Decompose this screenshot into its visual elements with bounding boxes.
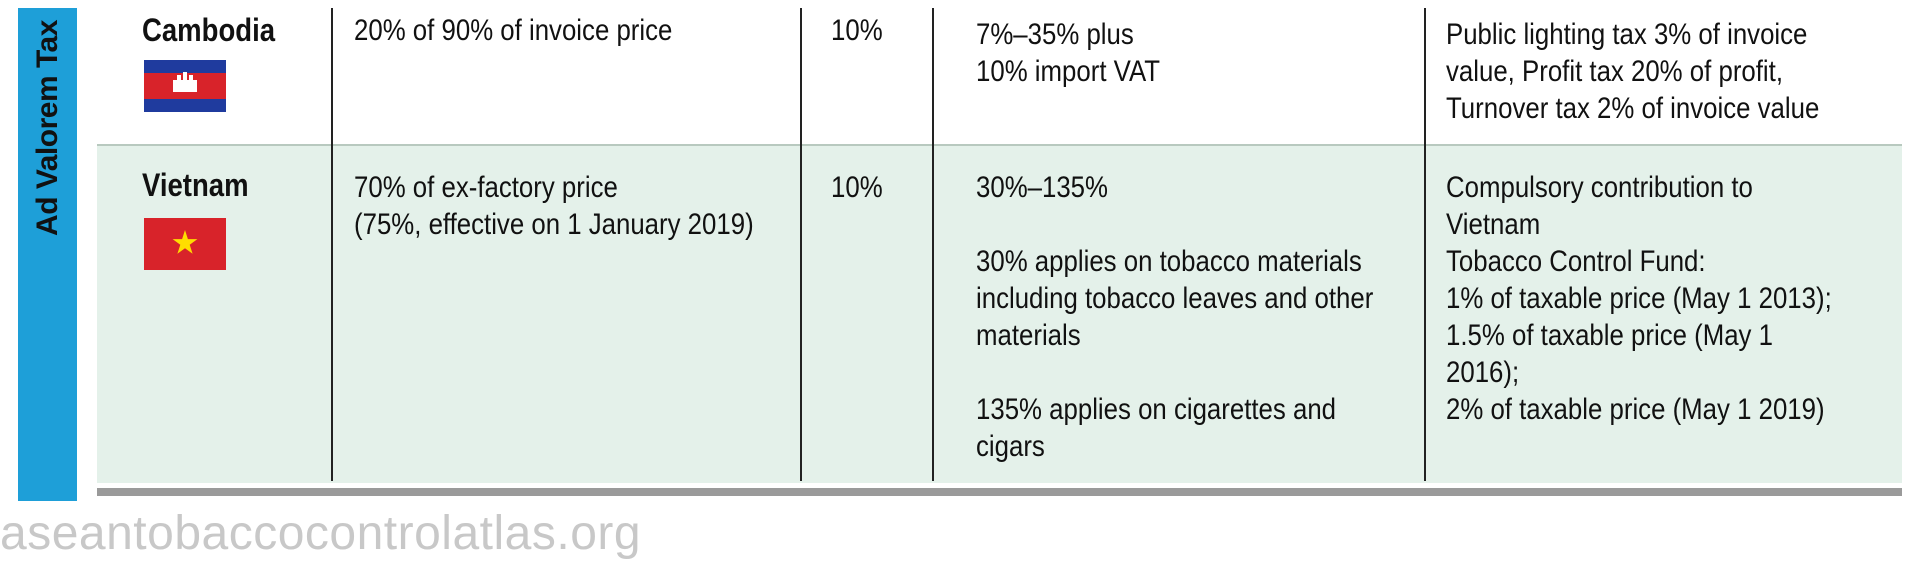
vietnam-flag-icon	[144, 218, 226, 270]
country-name: Vietnam	[142, 167, 249, 203]
table-row-cambodia	[97, 0, 1902, 145]
other-tax-cell: Compulsory contribution to Vietnam Tobac…	[1446, 171, 1832, 426]
tax-base-cell: 20% of 90% of invoice price	[354, 14, 673, 47]
column-divider	[1424, 8, 1426, 481]
cambodia-flag-icon	[144, 60, 226, 112]
import-tax-cell: 30%–135% 30% applies on tobacco material…	[976, 171, 1374, 463]
country-name: Cambodia	[142, 12, 276, 48]
rate-cell: 10%	[831, 171, 883, 204]
row-divider	[97, 144, 1902, 146]
table-row-vietnam	[97, 145, 1902, 483]
table-bottom-rule	[97, 488, 1902, 496]
column-divider	[800, 8, 802, 481]
import-tax-cell: 7%–35% plus 10% import VAT	[976, 18, 1161, 88]
rate-cell: 10%	[831, 14, 883, 47]
watermark-text: aseantobaccocontrolatlas.org	[0, 507, 642, 560]
section-side-band	[18, 8, 77, 501]
section-label: Ad Valorem Tax	[31, 20, 64, 236]
column-divider	[331, 8, 333, 481]
tax-base-cell: 70% of ex-factory price (75%, effective …	[354, 171, 754, 241]
column-divider	[932, 8, 934, 481]
other-tax-cell: Public lighting tax 3% of invoice value,…	[1446, 18, 1820, 125]
